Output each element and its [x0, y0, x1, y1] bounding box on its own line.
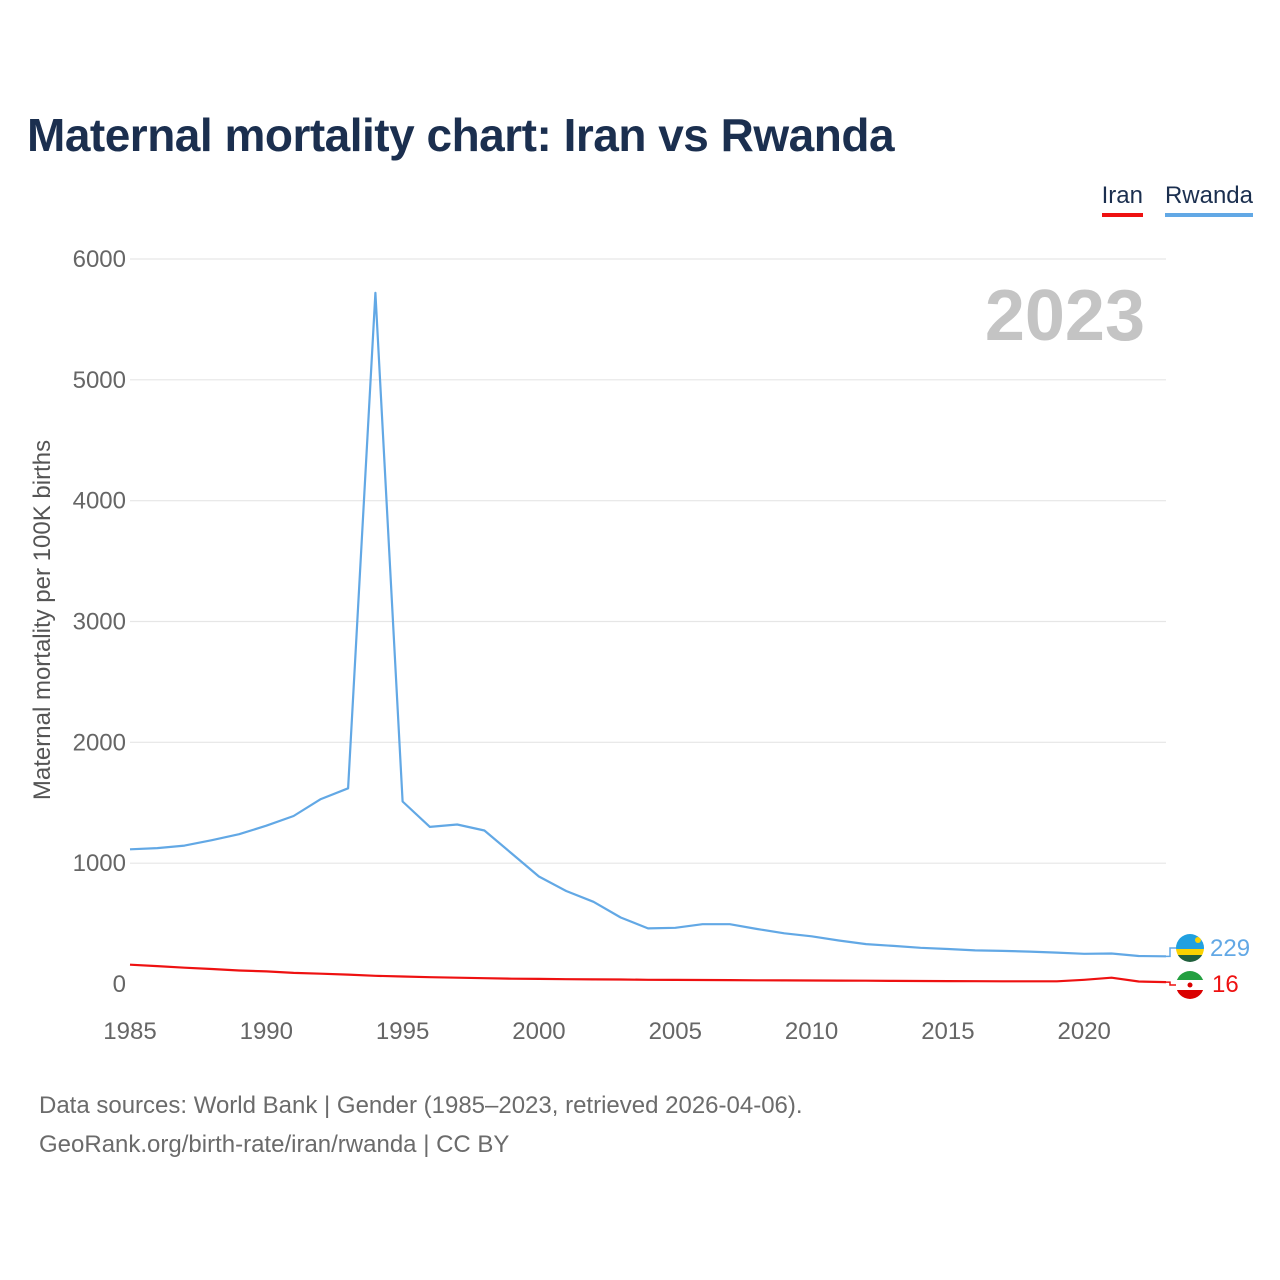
y-tick-label: 3000 — [73, 609, 126, 636]
legend-item-rwanda[interactable]: Rwanda — [1164, 182, 1253, 217]
x-tick-label: 1995 — [376, 1018, 429, 1045]
x-tick-label: 1985 — [103, 1018, 156, 1045]
chart-title: Maternal mortality chart: Iran vs Rwanda — [27, 109, 895, 161]
x-tick-label: 2020 — [1058, 1018, 1111, 1045]
y-tick-label: 5000 — [73, 367, 126, 394]
year-label: 2023 — [985, 276, 1145, 356]
iran-leader-line — [1166, 981, 1176, 986]
series-line-rwanda — [129, 291, 1167, 958]
x-axis-ticks: 1985 1990 1995 2000 2005 2010 2015 2020 — [103, 1018, 1111, 1045]
legend: Iran Rwanda — [1101, 182, 1253, 217]
iran-flag-icon — [1176, 971, 1204, 999]
footer: Data sources: World Bank | Gender (1985–… — [39, 1086, 803, 1164]
x-tick-label: 2010 — [785, 1018, 838, 1045]
iran-end-value: 16 — [1212, 971, 1239, 998]
credit-line: GeoRank.org/birth-rate/iran/rwanda | CC … — [39, 1131, 510, 1158]
grid-lines — [130, 258, 1166, 864]
x-tick-label: 2005 — [649, 1018, 702, 1045]
legend-item-iran[interactable]: Iran — [1101, 182, 1143, 217]
x-tick-label: 2015 — [921, 1018, 974, 1045]
y-tick-label: 0 — [113, 971, 126, 998]
source-line: Data sources: World Bank | Gender (1985–… — [39, 1092, 803, 1119]
y-axis-label: Maternal mortality per 100K births — [29, 440, 56, 800]
rwanda-leader-line — [1166, 947, 1176, 958]
y-tick-label: 2000 — [73, 729, 126, 756]
x-tick-label: 1990 — [240, 1018, 293, 1045]
series-lines — [129, 291, 1167, 984]
y-tick-label: 1000 — [73, 850, 126, 877]
x-tick-label: 2000 — [512, 1018, 565, 1045]
series-line-iran — [129, 963, 1167, 984]
end-markers: 229 16 — [1166, 934, 1250, 999]
y-axis-ticks: 0 1000 2000 3000 4000 5000 6000 — [73, 246, 126, 998]
y-tick-label: 6000 — [73, 246, 126, 273]
rwanda-end-value: 229 — [1210, 935, 1250, 962]
rwanda-flag-icon — [1176, 934, 1204, 962]
y-tick-label: 4000 — [73, 488, 126, 515]
